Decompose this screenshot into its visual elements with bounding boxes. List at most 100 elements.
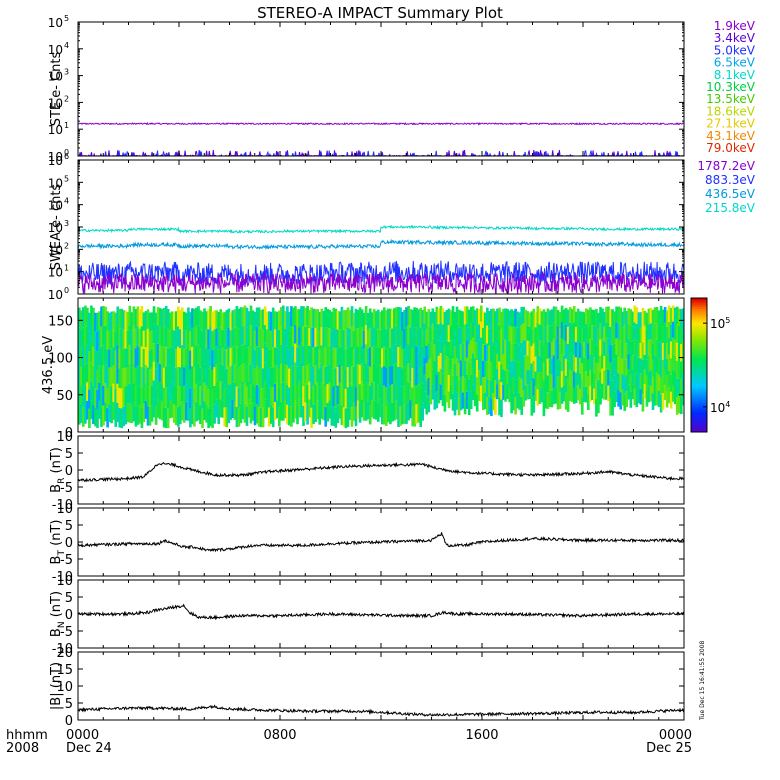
heatmap-cell [179, 386, 182, 406]
heatmap-cell [457, 344, 461, 363]
heatmap-cell [312, 366, 315, 386]
heatmap-cell [263, 325, 267, 344]
heatmap-cell [213, 310, 216, 330]
heatmap-cell [215, 363, 219, 382]
heatmap-cell [576, 369, 580, 386]
heatmap-cell [585, 339, 588, 356]
heatmap-cell [294, 343, 297, 363]
heatmap-cell [603, 370, 606, 386]
heatmap-cell [413, 307, 416, 328]
heatmap-cell [576, 385, 580, 401]
heatmap-cell [142, 367, 146, 386]
heatmap-cell [401, 330, 404, 350]
heatmap-cell [334, 368, 338, 389]
heatmap-cell [473, 310, 477, 327]
heatmap-cell [550, 309, 554, 326]
heatmap-cell [490, 362, 493, 381]
heatmap-cell [183, 385, 186, 405]
heatmap-cell [486, 343, 489, 362]
heatmap-cell [554, 338, 558, 356]
heatmap-cell [419, 387, 423, 408]
heatmap-cell [568, 322, 572, 339]
heatmap-cell [290, 366, 293, 387]
heatmap-cell [172, 330, 176, 349]
heatmap-cell [78, 366, 81, 386]
heatmap-cell [542, 327, 546, 345]
heatmap-cell [134, 328, 138, 349]
heatmap-cell [284, 364, 287, 383]
heatmap-cell [106, 311, 109, 331]
series-line [78, 272, 684, 294]
heatmap-cell [385, 368, 388, 388]
heatmap-cell [570, 340, 574, 356]
heatmap-cell [90, 324, 93, 344]
heatmap-cell [453, 312, 457, 330]
heatmap-cell [435, 391, 439, 409]
heatmap-cell [556, 326, 560, 344]
y-tick-exp: 1 [64, 121, 69, 130]
heatmap-cell [556, 376, 560, 393]
heatmap-cell [328, 310, 332, 329]
heatmap-cell [459, 343, 463, 361]
heatmap-cell [482, 393, 485, 410]
heatmap-cell [219, 363, 223, 382]
heatmap-cell [286, 385, 289, 405]
heatmap-cell [146, 309, 150, 329]
heatmap-cell [326, 346, 330, 366]
heatmap-cell [370, 400, 374, 418]
heatmap-cell [185, 384, 188, 403]
heatmap-cell [251, 328, 255, 348]
heatmap-cell [455, 341, 459, 359]
heatmap-cell [482, 327, 485, 345]
legend-entry: 79.0keV [706, 141, 756, 155]
heatmap-cell [613, 391, 616, 408]
heatmap-cell [86, 382, 89, 401]
heatmap-cell [263, 380, 267, 400]
y-tick-label: 10 [48, 176, 63, 190]
heatmap-cell [362, 384, 366, 403]
heatmap-cell [562, 386, 566, 402]
heatmap-cell [164, 305, 168, 327]
colorbar-cell [691, 400, 707, 404]
heatmap-cell [585, 324, 588, 340]
heatmap-cell [294, 324, 297, 344]
heatmap-cell [156, 362, 160, 381]
heatmap-cell [94, 331, 97, 351]
heatmap-cell [247, 382, 251, 400]
heatmap-cell [653, 340, 657, 357]
heatmap-cell [680, 361, 683, 379]
heatmap-cell [431, 308, 435, 324]
heatmap-cell [433, 360, 437, 378]
heatmap-cell [566, 360, 570, 378]
y-tick-label: 0 [65, 714, 73, 729]
heatmap-cell [506, 339, 509, 354]
heatmap-cell [625, 343, 629, 360]
heatmap-cell [241, 326, 245, 345]
heatmap-cell [443, 378, 447, 395]
heatmap-cell [403, 347, 406, 367]
heatmap-cell [532, 308, 536, 327]
heatmap-cell [469, 374, 473, 392]
heatmap-cell [566, 394, 570, 412]
heatmap-cell [445, 310, 449, 326]
colorbar-cell [691, 387, 707, 390]
heatmap-cell [247, 364, 251, 382]
heatmap-cell [241, 400, 245, 420]
heatmap-cell [484, 328, 487, 345]
y-axis-label: BN (nT) [49, 591, 67, 637]
heatmap-cell [296, 405, 299, 425]
heatmap-cell [255, 326, 259, 347]
heatmap-cell [542, 309, 546, 328]
heatmap-cell [439, 305, 443, 322]
heatmap-cell [673, 339, 677, 356]
heatmap-cell [98, 347, 101, 366]
heatmap-cell [383, 326, 386, 347]
heatmap-cell [544, 360, 548, 377]
heatmap-cell [548, 374, 552, 391]
heatmap-cell [100, 326, 103, 347]
heatmap-cell [312, 385, 315, 405]
series-line [78, 238, 684, 251]
heatmap-cell [78, 327, 81, 347]
heatmap-cell [377, 384, 380, 404]
